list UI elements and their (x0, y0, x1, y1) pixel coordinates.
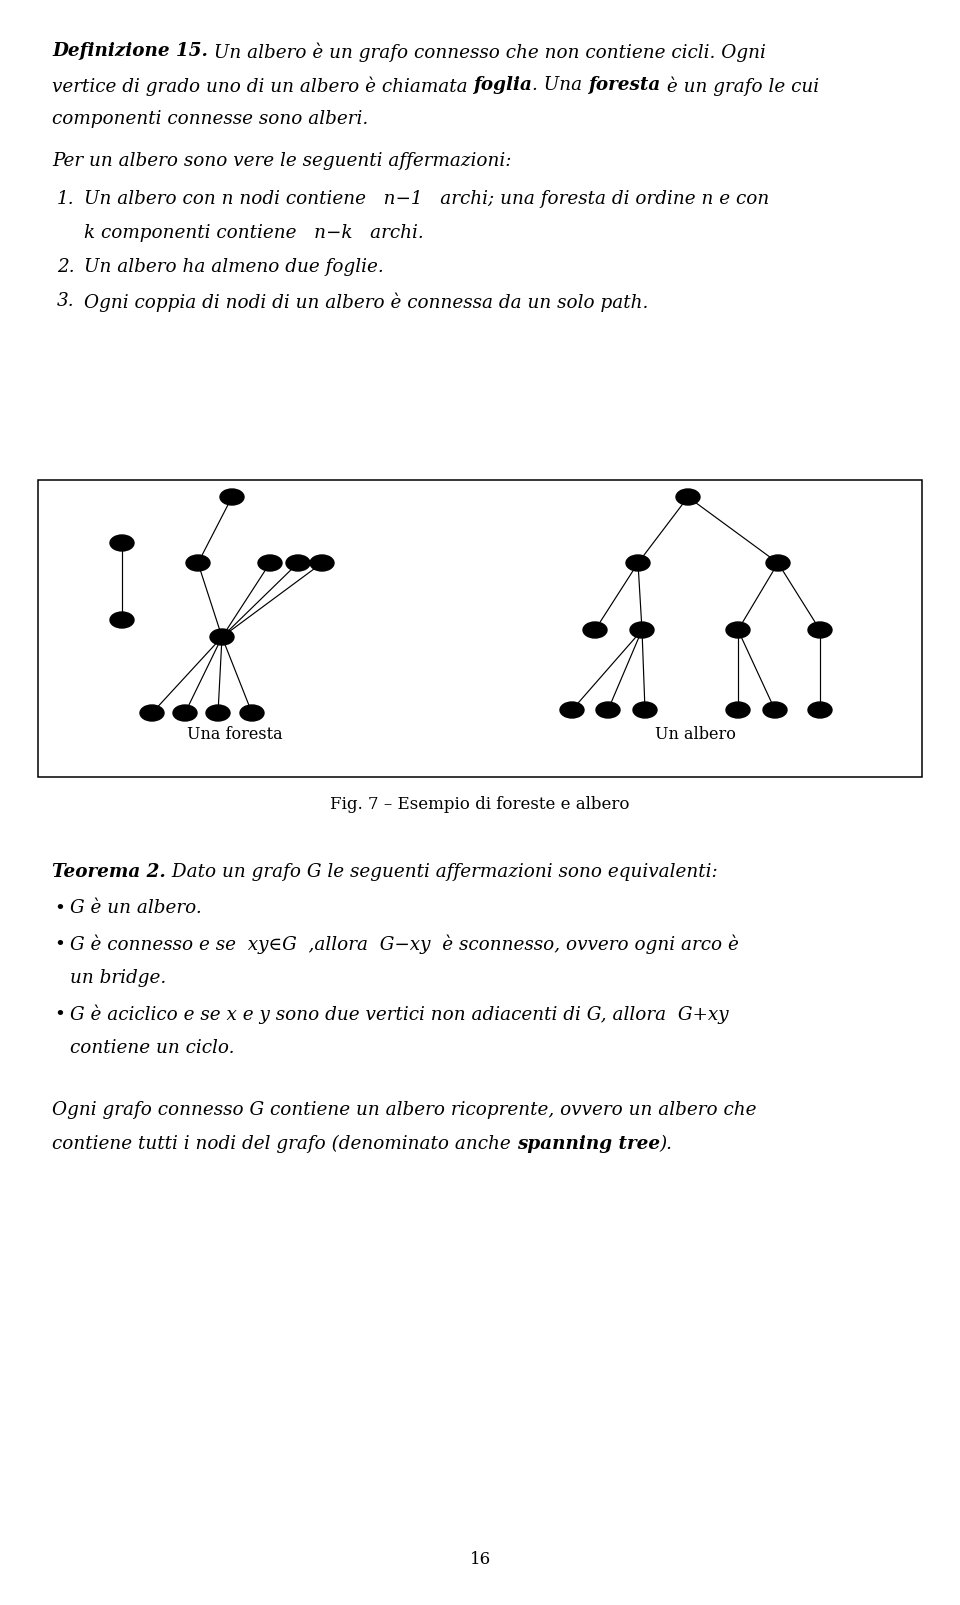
Ellipse shape (583, 623, 607, 639)
Text: contiene tutti i nodi del grafo (denominato anche: contiene tutti i nodi del grafo (denomin… (52, 1135, 516, 1152)
Ellipse shape (286, 555, 310, 571)
Ellipse shape (110, 613, 134, 629)
Ellipse shape (808, 703, 832, 719)
Text: Teorema 2.: Teorema 2. (52, 862, 166, 881)
Text: spanning tree: spanning tree (516, 1135, 660, 1152)
Text: è un grafo le cui: è un grafo le cui (660, 75, 819, 95)
Text: 2.: 2. (57, 258, 75, 276)
Ellipse shape (808, 623, 832, 639)
Text: G è un albero.: G è un albero. (70, 899, 202, 916)
Text: 1.: 1. (57, 189, 75, 209)
Ellipse shape (633, 703, 657, 719)
Text: Ogni grafo connesso G contiene un albero ricoprente, ovvero un albero che: Ogni grafo connesso G contiene un albero… (52, 1101, 756, 1119)
Ellipse shape (258, 555, 282, 571)
Text: contiene un ciclo.: contiene un ciclo. (70, 1038, 234, 1056)
Text: vertice di grado uno di un albero è chiamata: vertice di grado uno di un albero è chia… (52, 75, 473, 95)
Text: Un albero: Un albero (655, 725, 735, 743)
Ellipse shape (596, 703, 620, 719)
Text: Ogni coppia di nodi di un albero è connessa da un solo path.: Ogni coppia di nodi di un albero è conne… (84, 292, 648, 311)
Ellipse shape (310, 555, 334, 571)
Ellipse shape (220, 490, 244, 506)
Ellipse shape (206, 706, 230, 722)
Text: un bridge.: un bridge. (70, 968, 166, 987)
Text: Un albero ha almeno due foglie.: Un albero ha almeno due foglie. (84, 258, 384, 276)
Text: •: • (54, 934, 65, 952)
Text: •: • (54, 899, 65, 916)
Text: k componenti contiene   n−k   archi.: k componenti contiene n−k archi. (84, 223, 423, 242)
Text: 3.: 3. (57, 292, 75, 310)
Ellipse shape (726, 703, 750, 719)
Text: foresta: foresta (588, 75, 660, 95)
Text: Un albero è un grafo connesso che non contiene cicli. Ogni: Un albero è un grafo connesso che non co… (208, 42, 766, 61)
Ellipse shape (210, 629, 234, 645)
Text: Una foresta: Una foresta (187, 725, 283, 743)
Text: Per un albero sono vere le seguenti affermazioni:: Per un albero sono vere le seguenti affe… (52, 152, 512, 170)
Ellipse shape (186, 555, 210, 571)
Ellipse shape (626, 555, 650, 571)
Ellipse shape (560, 703, 584, 719)
Ellipse shape (173, 706, 197, 722)
Text: Fig. 7 – Esempio di foreste e albero: Fig. 7 – Esempio di foreste e albero (330, 796, 630, 812)
Text: 16: 16 (469, 1550, 491, 1566)
Text: Dato un grafo G le seguenti affermazioni sono equivalenti:: Dato un grafo G le seguenti affermazioni… (166, 862, 717, 881)
Ellipse shape (240, 706, 264, 722)
Text: Un albero con n nodi contiene   n−1   archi; una foresta di ordine n e con: Un albero con n nodi contiene n−1 archi;… (84, 189, 769, 209)
Text: ).: ). (660, 1135, 673, 1152)
Text: foglia: foglia (473, 75, 533, 95)
Ellipse shape (630, 623, 654, 639)
Text: G è aciclico e se x e y sono due vertici non adiacenti di G, allora  G+xy: G è aciclico e se x e y sono due vertici… (70, 1005, 729, 1024)
Text: •: • (54, 1005, 65, 1022)
Ellipse shape (676, 490, 700, 506)
Text: . Una: . Una (533, 75, 588, 95)
Ellipse shape (766, 555, 790, 571)
Text: componenti connesse sono alberi.: componenti connesse sono alberi. (52, 109, 369, 128)
Ellipse shape (140, 706, 164, 722)
Bar (38, 482, 922, 777)
Text: Definizione 15.: Definizione 15. (52, 42, 208, 59)
Ellipse shape (110, 536, 134, 552)
Ellipse shape (763, 703, 787, 719)
Ellipse shape (726, 623, 750, 639)
Text: G è connesso e se  xy∈G  ,allora  G−xy  è sconnesso, ovvero ogni arco è: G è connesso e se xy∈G ,allora G−xy è sc… (70, 934, 739, 953)
